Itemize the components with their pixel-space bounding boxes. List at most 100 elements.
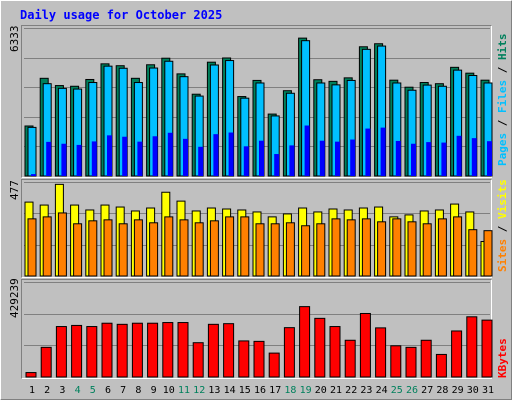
bar-sites-day-17 — [270, 223, 280, 277]
bar-pages-day-23 — [365, 128, 371, 176]
panel-hits-files-pages — [21, 25, 492, 178]
x-tick-label-day-27: 27 — [421, 385, 433, 396]
x-tick-label-day-25: 25 — [391, 385, 403, 396]
bar-pages-day-11 — [183, 138, 188, 176]
bar-kbytes-day-10 — [162, 322, 174, 378]
bar-sites-day-19 — [301, 225, 311, 277]
bar-kbytes-day-6 — [101, 322, 113, 378]
bar-kbytes-day-7 — [116, 323, 128, 378]
x-tick-label-day-29: 29 — [452, 385, 464, 396]
legend-visits: Visits — [496, 179, 509, 219]
bar-pages-day-17 — [274, 154, 280, 176]
x-tick-label-day-21: 21 — [330, 385, 342, 396]
x-tick-label-day-16: 16 — [254, 385, 266, 396]
bar-pages-day-31 — [487, 141, 492, 176]
bar-kbytes-day-22 — [344, 339, 356, 378]
x-tick-label-day-14: 14 — [224, 385, 236, 396]
bar-pages-day-20 — [319, 140, 325, 176]
bar-sites-day-5 — [88, 220, 98, 277]
legend-sites-visits: Sites / Visits — [496, 179, 509, 272]
bar-kbytes-day-27 — [420, 339, 432, 378]
bar-pages-day-28 — [441, 142, 447, 176]
x-tick-label-day-12: 12 — [193, 385, 205, 396]
legend-sep-3: / — [496, 219, 509, 239]
bar-kbytes-day-21 — [329, 326, 341, 378]
bar-kbytes-day-2 — [40, 346, 52, 378]
bar-pages-day-7 — [122, 136, 128, 176]
visits-max-label: 477 — [8, 180, 21, 200]
bar-pages-day-2 — [46, 141, 52, 176]
x-tick-label-day-10: 10 — [163, 385, 175, 396]
bar-pages-day-4 — [76, 144, 82, 176]
bar-kbytes-day-15 — [238, 340, 250, 378]
x-tick-label-day-26: 26 — [406, 385, 418, 396]
bar-kbytes-day-30 — [466, 316, 478, 378]
x-axis-labels: 1 2 3 4 5 6 7 8 9 10 11 12 13 14 15 16 17 18 19 20 21 22 23 24 2… — [29, 385, 494, 396]
bar-pages-day-16 — [259, 140, 264, 176]
panel-kbytes-shadow — [21, 279, 492, 379]
bar-sites-day-4 — [73, 223, 83, 277]
bar-pages-day-21 — [335, 141, 340, 176]
bar-kbytes-day-1 — [25, 372, 37, 378]
bar-kbytes-day-29 — [451, 330, 463, 378]
bar-kbytes-day-11 — [177, 322, 189, 378]
x-tick-label-day-8: 8 — [135, 385, 141, 396]
x-tick-label-day-6: 6 — [105, 385, 111, 396]
bar-pages-day-9 — [152, 136, 158, 176]
x-tick-label-day-18: 18 — [284, 385, 296, 396]
panel-hits-edge — [21, 25, 492, 178]
legend-kbytes: KBytes — [496, 338, 509, 378]
bar-sites-day-27 — [422, 223, 432, 277]
bar-sites-day-16 — [255, 223, 265, 277]
x-tick-label-day-4: 4 — [75, 385, 81, 396]
x-tick-label-day-17: 17 — [269, 385, 281, 396]
bar-kbytes-day-3 — [55, 326, 67, 378]
bar-pages-day-10 — [167, 132, 173, 176]
x-tick-label-day-22: 22 — [345, 385, 357, 396]
x-tick-label-day-3: 3 — [59, 385, 65, 396]
bar-sites-day-15 — [240, 216, 250, 277]
bar-kbytes-day-4 — [71, 324, 83, 378]
bar-kbytes-day-25 — [390, 345, 402, 378]
x-tick-label-day-31: 31 — [482, 385, 494, 396]
x-tick-label-day-28: 28 — [436, 385, 448, 396]
bar-sites-day-29 — [453, 216, 463, 277]
x-tick-label-day-30: 30 — [467, 385, 479, 396]
bar-kbytes-day-26 — [405, 346, 417, 378]
bar-kbytes-day-28 — [435, 353, 447, 378]
bar-sites-day-3 — [57, 212, 67, 277]
bar-kbytes-day-31 — [481, 319, 493, 378]
legend-sep-1: / — [496, 113, 509, 133]
legend-hits-files-pages: Pages / Files / Hits — [496, 34, 509, 167]
bars-layer — [24, 28, 493, 378]
x-tick-label-day-1: 1 — [29, 385, 35, 396]
bar-pages-day-30 — [471, 138, 477, 176]
bar-kbytes-day-17 — [268, 352, 280, 378]
bar-sites-day-6 — [103, 219, 113, 277]
bar-sites-day-31 — [483, 230, 493, 277]
bar-kbytes-day-20 — [314, 317, 326, 378]
bar-pages-day-24 — [380, 127, 386, 176]
bar-pages-day-14 — [228, 132, 234, 176]
bar-sites-day-12 — [194, 222, 204, 277]
x-tick-label-day-7: 7 — [120, 385, 126, 396]
hits-max-label: 6333 — [8, 26, 21, 53]
x-tick-label-day-13: 13 — [208, 385, 220, 396]
x-tick-label-day-15: 15 — [239, 385, 251, 396]
legend-hits: Hits — [496, 34, 509, 61]
bar-pages-day-8 — [137, 141, 143, 176]
x-tick-label-day-24: 24 — [376, 385, 388, 396]
bar-sites-day-18 — [285, 222, 295, 277]
bar-kbytes-day-14 — [223, 323, 235, 378]
bar-pages-day-27 — [426, 142, 432, 176]
bar-files-day-1 — [27, 126, 37, 177]
bar-sites-day-14 — [225, 216, 235, 277]
bar-pages-day-1 — [31, 174, 36, 176]
bar-sites-day-11 — [179, 219, 189, 277]
bar-kbytes-day-8 — [131, 322, 143, 378]
legend-files: Files — [496, 80, 509, 113]
bar-sites-day-1 — [27, 218, 37, 277]
